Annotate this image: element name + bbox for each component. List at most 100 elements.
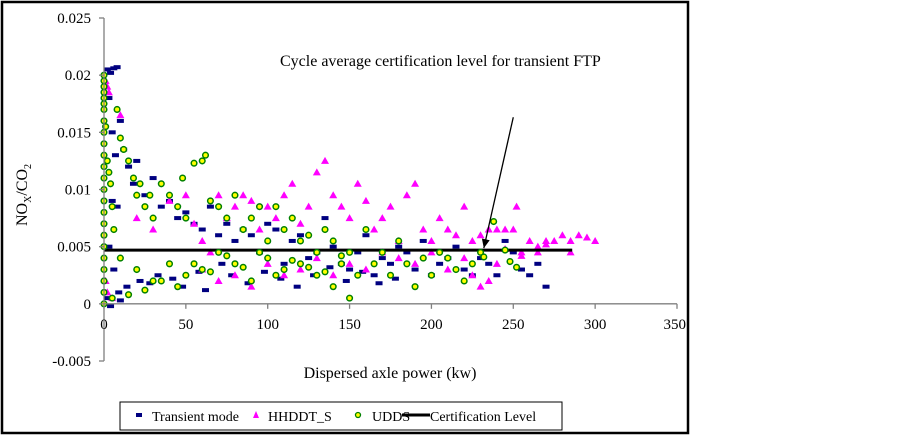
transient-point [370, 273, 378, 278]
transient-point [244, 281, 252, 286]
transient-point [157, 204, 165, 209]
udds-point [313, 271, 321, 279]
legend-label-certification: Certification Level [430, 410, 536, 425]
transient-point [296, 233, 304, 238]
udds-point [149, 214, 157, 222]
udds-point [329, 237, 337, 245]
x-tick-label: 100 [256, 317, 279, 333]
hhddt-point [460, 202, 469, 210]
transient-point [103, 296, 111, 301]
udds-point [264, 237, 272, 245]
transient-point [452, 244, 460, 249]
y-label-mid: /CO [14, 169, 31, 196]
hhddt-point [247, 282, 256, 290]
chart-frame [0, 0, 690, 435]
hhddt-point [214, 276, 223, 284]
udds-point [125, 291, 133, 299]
hhddt-point [337, 202, 346, 210]
transient-point [116, 118, 124, 123]
udds-point [120, 145, 128, 154]
udds-point [490, 217, 498, 226]
axes: -0.005 0 0.005 0.01 0.015 0.02 0.025 0 50 100 150 2… [52, 11, 686, 370]
udds-point [288, 214, 296, 222]
hhddt-point [288, 179, 297, 187]
hhddt-point [198, 236, 207, 244]
hhddt-point [468, 236, 477, 244]
transient-point [395, 244, 403, 249]
hhddt-point [116, 111, 125, 119]
udds-point [129, 174, 138, 182]
udds-point [346, 248, 354, 256]
hhddt-point [476, 231, 485, 239]
hhddt-point [394, 254, 403, 262]
udds-point [201, 151, 210, 159]
transient-point [436, 261, 444, 266]
transient-point [260, 269, 268, 274]
hhddt-point [582, 233, 591, 241]
udds-point [264, 254, 272, 262]
udds-point [157, 277, 165, 285]
udds-point [506, 257, 514, 266]
hhddt-point [181, 191, 190, 199]
hhddt-point [509, 225, 518, 233]
transient-point [215, 233, 223, 238]
transient-point [206, 204, 214, 209]
transient-point [198, 227, 206, 232]
legend-label-udds: UDDS [372, 410, 410, 425]
hhddt-point [411, 179, 420, 187]
hhddt-point [501, 225, 510, 233]
udds-point [305, 231, 313, 239]
transient-point [485, 261, 493, 266]
hhddt-point [329, 271, 338, 279]
udds-point [444, 254, 452, 262]
x-tick-label: 200 [420, 317, 443, 333]
transient-point [149, 176, 157, 181]
transient-point [378, 256, 386, 261]
udds-point [280, 225, 288, 234]
hhddt-point [263, 202, 272, 210]
x-axis-label: Dispersed axle power (kw) [304, 365, 477, 382]
transient-point [247, 233, 255, 238]
transient-point [362, 233, 370, 238]
hhddt-point [345, 259, 354, 267]
transient-point [493, 273, 501, 278]
x-tick-label: 150 [338, 317, 361, 333]
udds-point [106, 180, 115, 188]
udds-point [247, 277, 255, 285]
transient-point [326, 265, 334, 270]
udds-point [165, 260, 174, 268]
hhddt-point [492, 259, 501, 267]
hhddt-point [312, 254, 321, 262]
hhddt-point [402, 191, 411, 199]
legend-marker-transient [136, 413, 142, 417]
hhddt-point [214, 191, 223, 199]
udds-point [103, 157, 111, 165]
hhddt-point [230, 271, 239, 279]
udds-point [346, 294, 354, 302]
udds-point [337, 260, 345, 268]
hhddt-point [476, 282, 485, 290]
hhddt-point [304, 202, 313, 210]
transient-point [526, 273, 534, 278]
udds-point [113, 105, 121, 114]
udds-point [223, 252, 231, 260]
annotation-arrow [481, 117, 514, 249]
udds-point [105, 168, 113, 176]
udds-point [296, 237, 305, 245]
hhddt-point [280, 191, 289, 199]
transient-point [517, 267, 525, 272]
hhddt-point [263, 259, 272, 267]
udds-point [411, 283, 419, 291]
transient-point [154, 273, 162, 278]
udds-point [501, 246, 509, 254]
transient-point [129, 181, 137, 186]
hhddt-point [149, 225, 158, 233]
transient-point [113, 204, 121, 209]
hhddt-point [239, 191, 248, 199]
transient-point [169, 276, 177, 281]
udds-point [337, 252, 345, 260]
udds-point [272, 271, 280, 279]
transient-point [288, 238, 296, 243]
transient-point [174, 216, 182, 221]
